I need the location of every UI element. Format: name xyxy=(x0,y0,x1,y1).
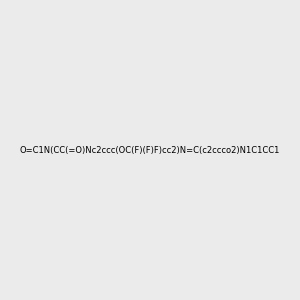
Text: O=C1N(CC(=O)Nc2ccc(OC(F)(F)F)cc2)N=C(c2ccco2)N1C1CC1: O=C1N(CC(=O)Nc2ccc(OC(F)(F)F)cc2)N=C(c2c… xyxy=(20,146,280,154)
